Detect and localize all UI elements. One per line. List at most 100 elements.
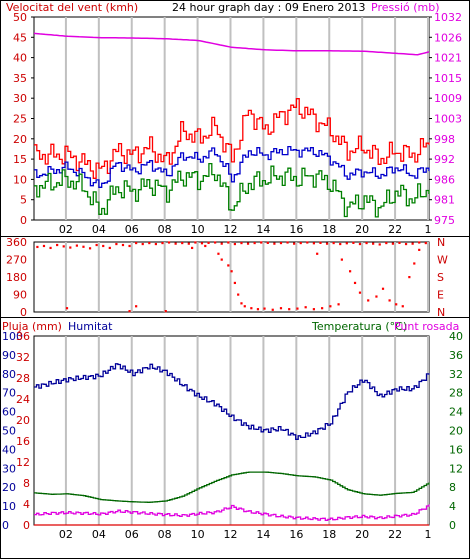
direction-point: [207, 241, 210, 244]
direction-point: [299, 241, 302, 245]
direction-point: [141, 242, 144, 246]
direction-point: [316, 252, 319, 255]
temperature-y-tick-label: 8: [449, 481, 456, 494]
humidity-y-tick-label: 100: [2, 330, 23, 343]
pressure-y-tick-label: 1015: [434, 72, 462, 85]
direction-y-tick-label: 270: [6, 254, 27, 267]
wind-axes: 0510152025303540455097598198699299810031…: [13, 11, 462, 236]
pressure-y-tick-label: 1021: [434, 52, 462, 65]
pressure-y-tick-label: 981: [434, 194, 455, 207]
wind-y-tick-label: 35: [13, 72, 27, 85]
pressure-y-tick-label: 992: [434, 153, 455, 166]
wind-y-tick-label: 30: [13, 92, 27, 105]
direction-point: [135, 241, 138, 245]
x-tick-label: 22: [388, 223, 402, 236]
middle-box: [0, 236, 470, 318]
pressure-axis-title: Pressió (mb): [371, 1, 440, 14]
direction-point: [200, 242, 204, 245]
wind-grid: [64, 17, 429, 220]
pressure-y-tick-label: 986: [434, 173, 455, 186]
direction-point: [187, 242, 190, 245]
humidity-y-tick-label: 30: [2, 462, 16, 475]
direction-point: [233, 281, 236, 285]
pressure-y-tick-label: 1026: [434, 31, 462, 44]
direction-point: [398, 241, 401, 244]
x-tick-label: 02: [59, 223, 73, 236]
x-tick-label: 14: [256, 528, 270, 541]
temperature-y-tick-label: 16: [449, 443, 463, 456]
climate-axes: 0102030405060708090100048121620242832360…: [2, 330, 463, 541]
direction-point: [332, 241, 335, 245]
direction-point: [358, 291, 362, 294]
direction-point: [385, 241, 388, 245]
compass-label: N: [437, 236, 445, 249]
direction-point: [372, 242, 375, 245]
direction-y-tick-label: 90: [13, 289, 27, 302]
direction-point: [367, 299, 370, 302]
temperature-y-tick-label: 24: [449, 406, 463, 419]
direction-point: [273, 242, 276, 245]
rain-y-tick-label: 0: [23, 519, 30, 532]
compass-label: E: [437, 289, 444, 302]
temperature-line: [34, 471, 430, 503]
x-tick-label: 20: [355, 223, 369, 236]
humidity-y-tick-label: 20: [2, 481, 16, 494]
humidity-y-tick-label: 0: [2, 519, 9, 532]
direction-point: [174, 242, 177, 245]
temperature-y-tick-label: 40: [449, 330, 463, 343]
x-tick-label: 06: [125, 528, 139, 541]
rain-y-tick-label: 20: [16, 414, 30, 427]
direction-point: [321, 307, 324, 310]
wind-y-tick-label: 5: [20, 194, 27, 207]
direction-point: [227, 264, 230, 267]
wind-y-tick-label: 0: [20, 214, 27, 227]
rain-y-tick-label: 24: [16, 393, 30, 406]
temperature-y-tick-label: 0: [449, 519, 456, 532]
direction-point: [217, 252, 220, 255]
pressure-y-tick-label: 1003: [434, 113, 462, 126]
x-tick-label: 08: [158, 223, 172, 236]
rain-y-tick-label: 28: [16, 372, 30, 385]
humidity-y-tick-label: 80: [2, 368, 16, 381]
dew-axis-title: Punt rosada: [394, 320, 459, 333]
temperature-y-tick-label: 12: [449, 462, 463, 475]
direction-point: [135, 305, 138, 308]
wind-series: [33, 32, 430, 218]
direction-point: [286, 241, 289, 244]
direction-point: [75, 244, 78, 247]
direction-point: [108, 246, 111, 250]
direction-point: [408, 276, 411, 279]
humidity-y-tick-label: 50: [2, 425, 16, 438]
direction-point: [230, 270, 233, 273]
direction-point: [36, 245, 39, 249]
direction-point: [266, 241, 269, 244]
direction-point: [418, 241, 421, 244]
direction-y-tick-label: 360: [6, 236, 27, 249]
pressure-y-tick-label: 1032: [434, 11, 462, 24]
rain-axis-title: Pluja (mm): [2, 320, 62, 333]
direction-point: [121, 243, 125, 247]
direction-point: [56, 243, 59, 247]
humidity-y-tick-label: 70: [2, 387, 16, 400]
humidity-y-tick-label: 60: [2, 406, 16, 419]
direction-point: [115, 242, 118, 246]
wind-y-tick-label: 40: [13, 52, 27, 65]
x-tick-label: 22: [388, 528, 402, 541]
x-tick-label: 08: [158, 528, 172, 541]
wind-avg-line: [34, 145, 430, 188]
direction-point: [227, 241, 230, 244]
x-tick-label: 1: [425, 528, 432, 541]
direction-point: [413, 262, 416, 265]
x-tick-label: 04: [92, 223, 106, 236]
chart-title: 24 hour graph day : 09 Enero 2013: [172, 1, 366, 14]
rain-y-tick-label: 36: [16, 330, 30, 343]
wind-y-tick-label: 20: [13, 133, 27, 146]
x-tick-label: 16: [289, 528, 303, 541]
direction-point: [95, 243, 98, 247]
direction-point: [164, 310, 167, 313]
x-tick-label: 1: [425, 223, 432, 236]
x-tick-label: 16: [289, 223, 303, 236]
direction-point: [240, 241, 243, 245]
